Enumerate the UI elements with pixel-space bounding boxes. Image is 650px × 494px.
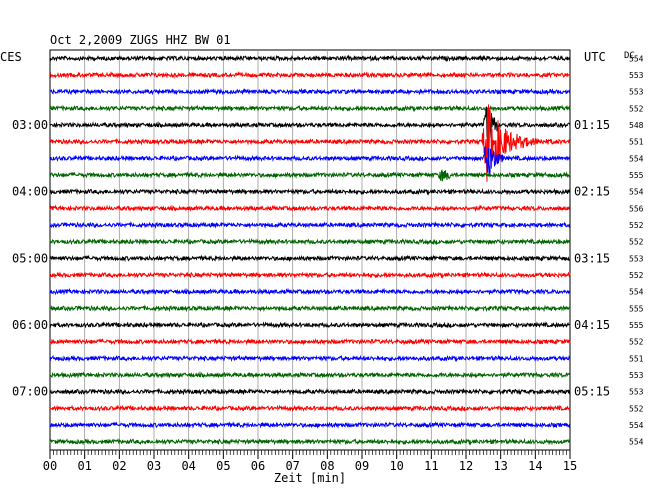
left-time-label: 06:00 bbox=[12, 318, 48, 332]
seismic-trace bbox=[49, 220, 571, 229]
seismic-trace bbox=[49, 87, 571, 96]
dc-value: 553 bbox=[629, 388, 644, 397]
x-axis-label: Zeit [min] bbox=[274, 471, 346, 485]
dc-value: 554 bbox=[629, 154, 644, 163]
left-axis-label: CES bbox=[0, 50, 22, 64]
dc-value: 553 bbox=[629, 371, 644, 380]
dc-value: 554 bbox=[629, 438, 644, 447]
plot-area: 00 01 02 03 04 05 06 07 08 09 10 11 12 13 14 15 554 553 55… bbox=[12, 49, 644, 473]
seismic-trace bbox=[49, 104, 571, 113]
x-tick-label: 11 bbox=[424, 459, 438, 473]
x-tick-label: 05 bbox=[216, 459, 230, 473]
x-tick-label: 02 bbox=[112, 459, 126, 473]
seismic-trace bbox=[49, 104, 571, 182]
seismic-trace bbox=[49, 387, 571, 396]
seismic-trace bbox=[49, 371, 571, 379]
dc-value: 555 bbox=[629, 304, 644, 313]
seismic-trace bbox=[49, 204, 571, 213]
seismic-trace bbox=[49, 271, 571, 279]
dc-value: 552 bbox=[629, 104, 644, 113]
right-time-label: 04:15 bbox=[574, 318, 610, 332]
seismic-trace bbox=[49, 404, 571, 413]
right-time-label: 03:15 bbox=[574, 251, 610, 265]
chart-title: Oct 2,2009 ZUGS HHZ BW 01 bbox=[50, 33, 231, 47]
dc-value: 555 bbox=[629, 171, 644, 180]
x-tick-label: 03 bbox=[147, 459, 161, 473]
left-time-label: 03:00 bbox=[12, 118, 48, 132]
dc-value: 552 bbox=[629, 271, 644, 280]
dc-value: 553 bbox=[629, 71, 644, 80]
dc-value: 552 bbox=[629, 404, 644, 413]
dc-value: 551 bbox=[629, 138, 644, 147]
x-tick-label: 12 bbox=[459, 459, 473, 473]
seismic-trace bbox=[49, 187, 571, 196]
dc-value: 552 bbox=[629, 221, 644, 230]
x-tick-label: 09 bbox=[355, 459, 369, 473]
seismic-trace bbox=[49, 54, 571, 63]
seismic-trace bbox=[49, 146, 571, 176]
x-tick-label: 14 bbox=[528, 459, 542, 473]
dc-value: 552 bbox=[629, 338, 644, 347]
dc-label: DC bbox=[624, 51, 635, 61]
dc-value: 554 bbox=[629, 288, 644, 297]
dc-value: 551 bbox=[629, 354, 644, 363]
x-tick-label: 15 bbox=[563, 459, 577, 473]
seismic-trace bbox=[49, 354, 571, 363]
dc-value: 556 bbox=[629, 204, 644, 213]
x-tick-label: 00 bbox=[43, 459, 57, 473]
left-time-label: 05:00 bbox=[12, 251, 48, 265]
seismic-trace bbox=[50, 254, 571, 263]
x-tick-label: 04 bbox=[181, 459, 195, 473]
seismic-trace bbox=[49, 337, 571, 346]
right-axis-label: UTC bbox=[584, 50, 606, 64]
x-tick-label: 06 bbox=[251, 459, 265, 473]
left-time-label: 07:00 bbox=[12, 385, 48, 399]
left-time-label: 04:00 bbox=[12, 185, 48, 199]
seismic-trace bbox=[49, 421, 571, 429]
dc-value: 554 bbox=[629, 188, 644, 197]
x-tick-label: 01 bbox=[77, 459, 91, 473]
right-time-label: 01:15 bbox=[574, 118, 610, 132]
dc-value: 553 bbox=[629, 88, 644, 97]
seismic-trace bbox=[49, 106, 571, 141]
dc-value: 555 bbox=[629, 321, 644, 330]
right-time-label: 02:15 bbox=[574, 185, 610, 199]
seismic-trace bbox=[49, 237, 571, 246]
x-tick-label: 13 bbox=[493, 459, 507, 473]
x-tick-label: 07 bbox=[285, 459, 299, 473]
x-tick-label: 08 bbox=[320, 459, 334, 473]
dc-value: 554 bbox=[629, 54, 644, 63]
seismic-trace bbox=[49, 437, 571, 446]
seismic-trace bbox=[49, 169, 571, 182]
dc-value: 553 bbox=[629, 254, 644, 263]
dc-value: 552 bbox=[629, 238, 644, 247]
seismic-trace bbox=[49, 304, 571, 313]
dc-value: 548 bbox=[629, 121, 644, 130]
seismic-trace bbox=[49, 287, 571, 296]
dc-value: 554 bbox=[629, 421, 644, 430]
seismic-trace bbox=[49, 70, 571, 80]
x-tick-label: 10 bbox=[389, 459, 403, 473]
right-time-label: 05:15 bbox=[574, 385, 610, 399]
seismic-trace bbox=[49, 321, 571, 330]
